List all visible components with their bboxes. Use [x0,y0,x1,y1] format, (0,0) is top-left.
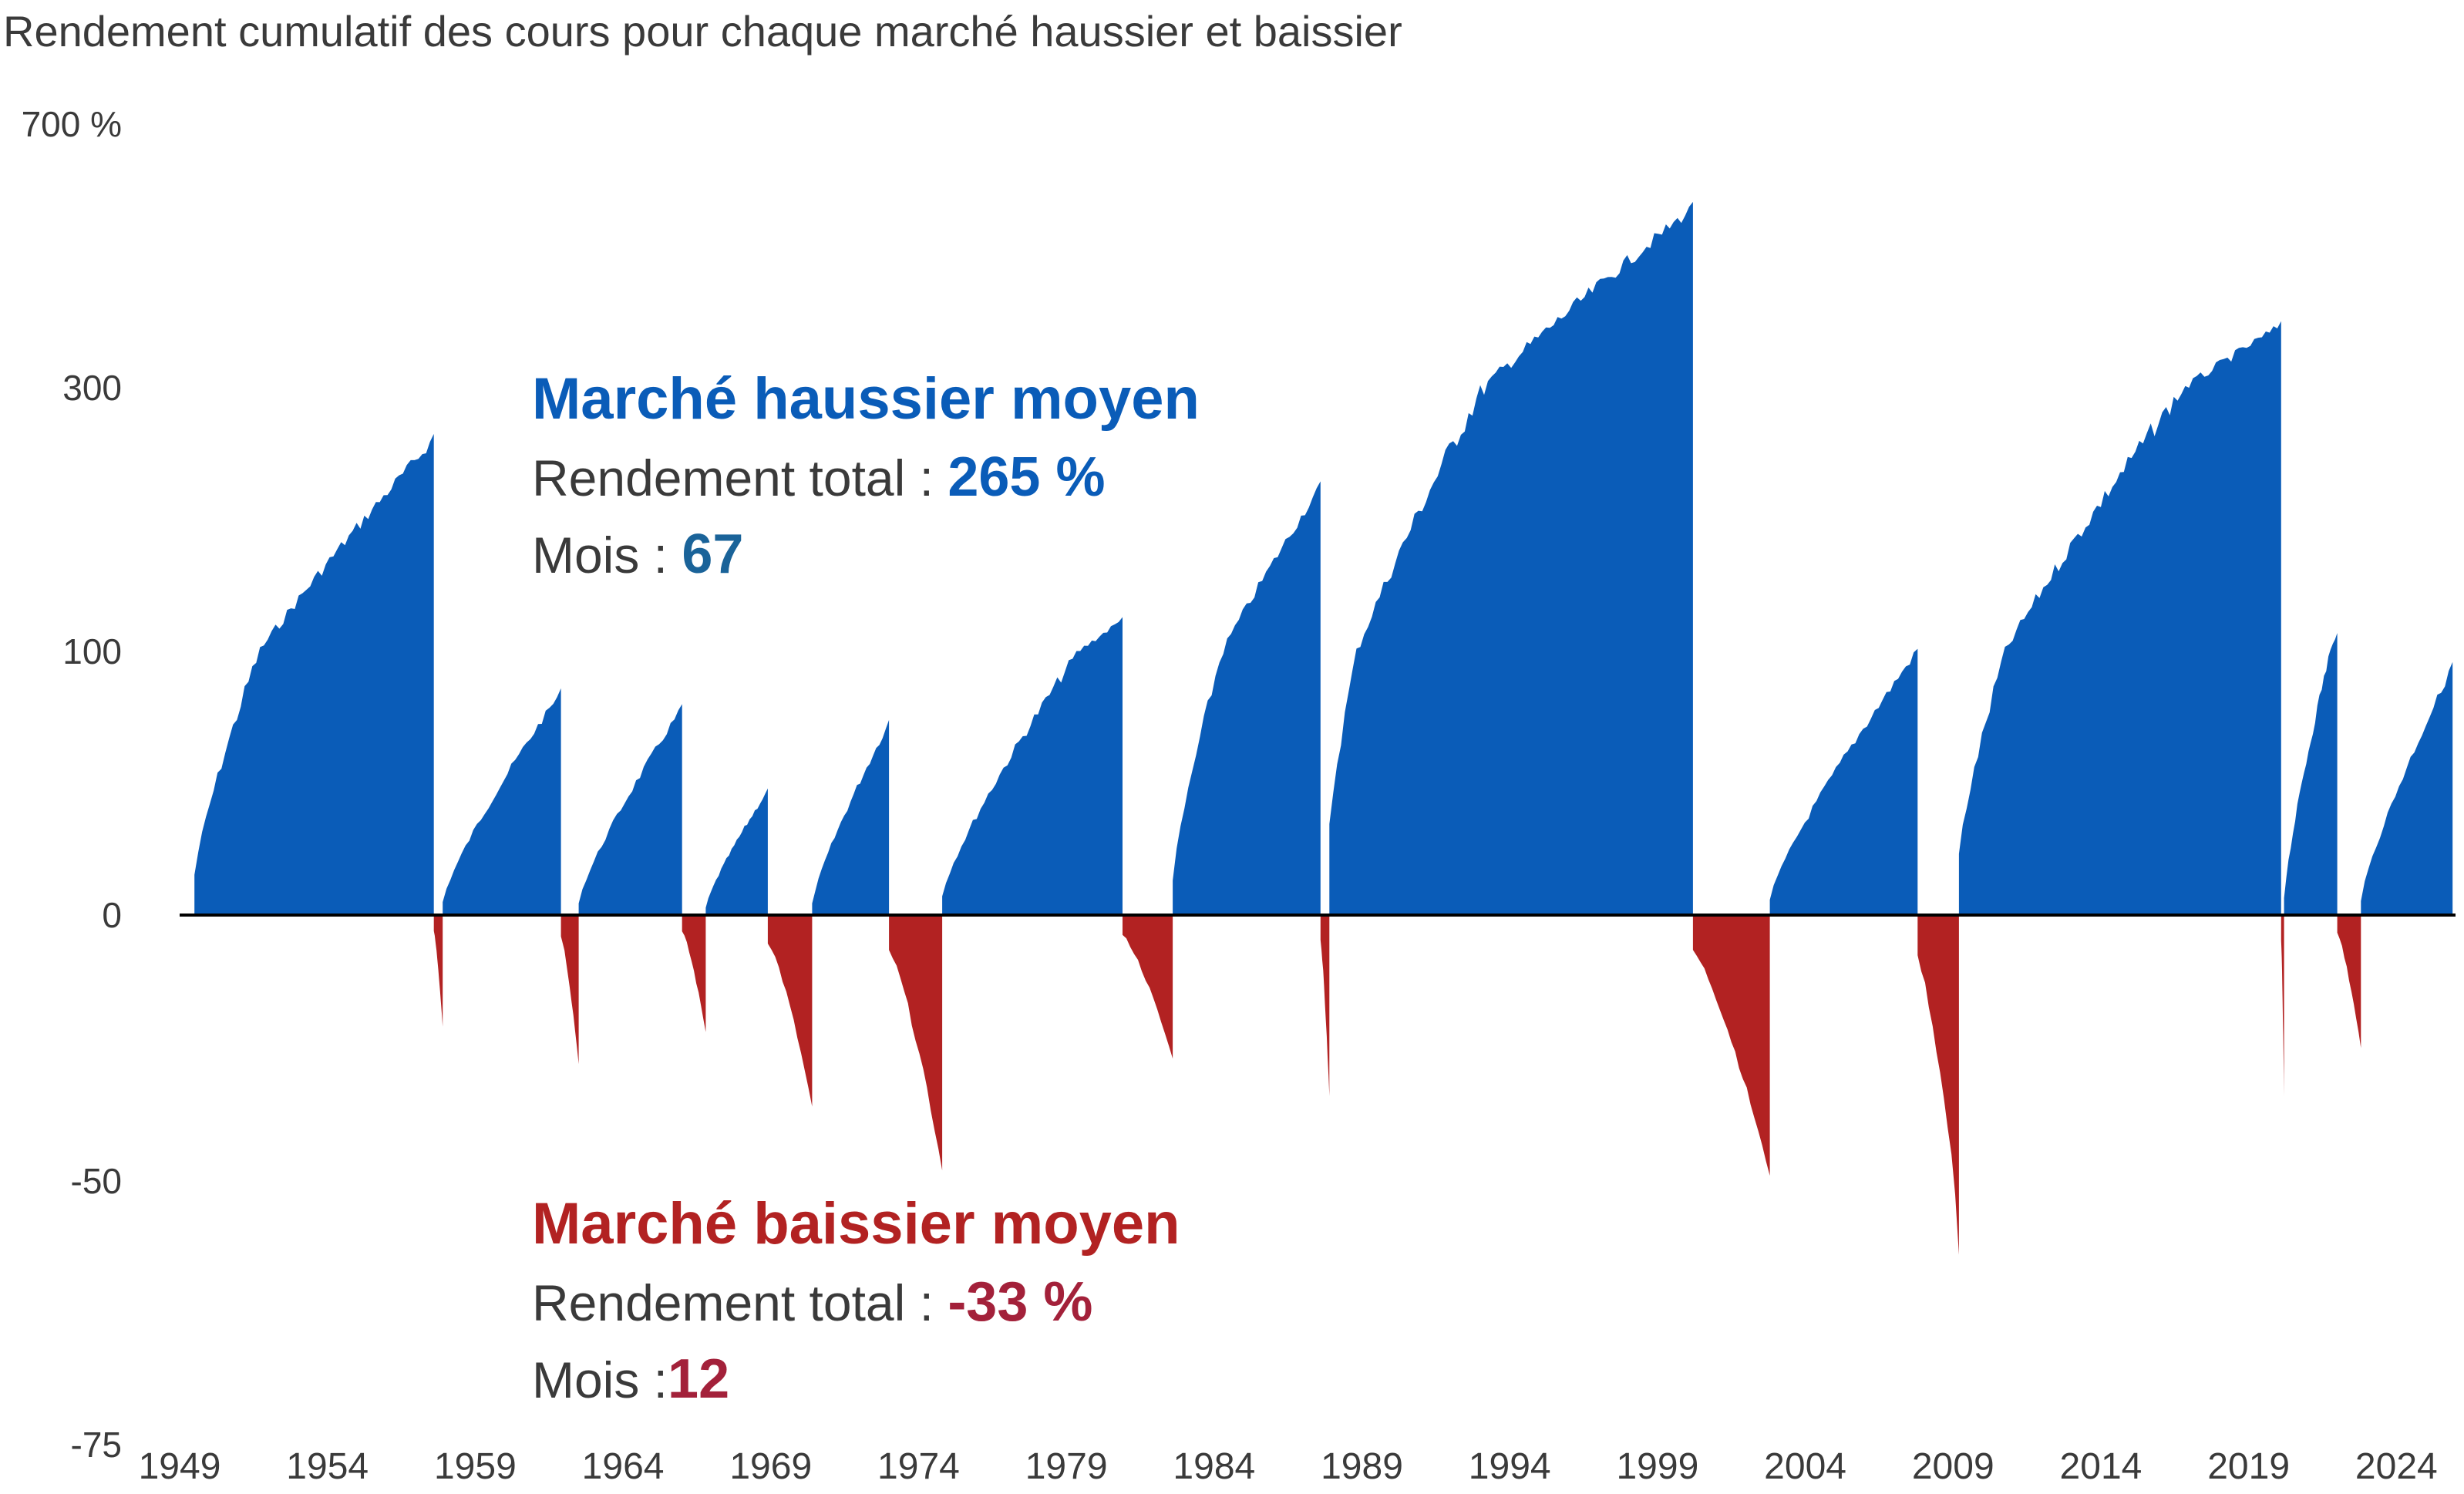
bear-months-label: Mois : [532,1351,668,1408]
bull-market-area [2361,661,2453,915]
x-tick-label: 1964 [582,1446,665,1487]
bear-market-area [1320,915,1330,1096]
x-tick-label: 1949 [139,1446,221,1487]
bull-market-area [443,688,561,915]
bull-annotation-return: Rendement total : 265 % [532,446,1105,508]
x-tick-label: 1974 [877,1446,960,1487]
x-tick-label: 1989 [1321,1446,1403,1487]
bull-market-area [1173,481,1321,915]
bull-market-area [578,704,682,915]
x-tick-label: 2004 [1764,1446,1846,1487]
bull-market-area [2284,633,2338,915]
bear-annotation: Marché baissier moyen Rendement total : … [532,1191,1180,1410]
bull-months-value: 67 [682,523,743,585]
bear-market-area [2281,915,2284,1096]
y-tick-label: 700 % [22,104,122,144]
bull-return-value: 265 % [948,446,1105,508]
y-tick-label: 100 [62,631,122,671]
x-tick-label: 1959 [434,1446,517,1487]
bull-annotation-heading: Marché haussier moyen [532,366,1200,432]
bull-market-area [812,719,890,915]
bear-market-area [1692,915,1770,1176]
bear-market-area [560,915,579,1065]
y-tick-label: -50 [71,1161,122,1201]
bull-months-label: Mois : [532,527,682,584]
x-tick-label: 2009 [1912,1446,1994,1487]
x-tick-label: 1984 [1173,1446,1255,1487]
bull-annotation: Marché haussier moyen Rendement total : … [532,366,1200,585]
bull-return-label: Rendement total : [532,449,948,506]
bear-market-area [889,915,943,1171]
x-tick-label: 2019 [2207,1446,2290,1487]
x-tick-label: 1969 [729,1446,812,1487]
bear-return-value: -33 % [948,1271,1092,1333]
bull-market-area [705,788,768,915]
market-areas [194,201,2453,1255]
bull-market-area [1769,648,1918,915]
bull-market-area [194,433,434,915]
x-tick-label: 1999 [1616,1446,1698,1487]
bear-market-area [1917,915,1959,1255]
bear-market-area [682,915,706,1032]
y-axis-ticks: 700 % 300 100 0 -50 -75 [22,104,122,1465]
bear-annotation-return: Rendement total : -33 % [532,1271,1092,1333]
x-tick-label: 1954 [286,1446,369,1487]
x-axis-ticks: 1949 1954 1959 1964 1969 1974 1979 1984 1989 1994… [139,1446,2438,1487]
x-tick-label: 2014 [2060,1446,2143,1487]
bull-market-area [1958,321,2281,916]
bear-return-label: Rendement total : [532,1274,948,1331]
x-tick-label: 1994 [1469,1446,1551,1487]
x-tick-label: 2024 [2355,1446,2438,1487]
bear-annotation-months: Mois :12 [532,1348,729,1410]
chart-title: Rendement cumulatif des cours pour chaqu… [3,7,1402,56]
bull-market-area [1329,201,1693,915]
y-tick-label: 300 [62,368,122,408]
y-tick-label: -75 [71,1425,122,1465]
bear-annotation-heading: Marché baissier moyen [532,1191,1180,1257]
bear-market-area [767,915,813,1107]
bear-market-area [1123,915,1173,1059]
y-tick-label: 0 [102,895,122,935]
bull-annotation-months: Mois : 67 [532,523,743,585]
bear-market-area [2337,915,2361,1048]
bull-market-area [942,617,1123,915]
x-tick-label: 1979 [1025,1446,1108,1487]
bear-market-area [433,915,443,1027]
bear-months-value: 12 [668,1348,729,1410]
